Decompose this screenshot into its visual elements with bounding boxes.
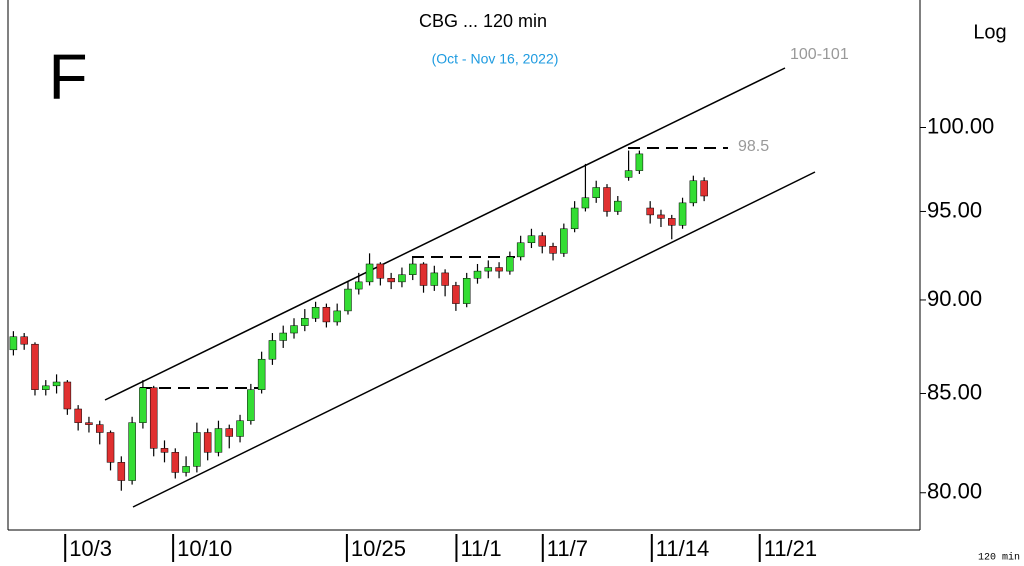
chart-title: CBG ... 120 min <box>419 11 547 31</box>
candle-body <box>203 432 212 453</box>
candle-body <box>344 288 352 312</box>
candle-body <box>247 389 255 421</box>
candle-body <box>31 343 39 390</box>
candle-body <box>560 228 568 254</box>
candle-body <box>311 306 320 319</box>
candle-body <box>462 278 471 304</box>
x-tick-label: 10/10 <box>177 536 232 561</box>
candle-body <box>236 420 244 437</box>
candle-body <box>149 387 158 449</box>
candle-body <box>322 306 331 323</box>
candle-body <box>549 246 557 254</box>
scale-label: Log <box>973 21 1006 43</box>
lower-channel-line <box>132 171 816 508</box>
candle-body <box>376 263 385 279</box>
candle-body <box>182 466 190 473</box>
candle-body <box>106 432 115 463</box>
candle-body <box>603 187 611 212</box>
candle-body <box>52 381 61 387</box>
y-tick-label: 95.00 <box>927 197 982 222</box>
y-tick-label: 80.00 <box>927 479 982 504</box>
x-tick-label: 11/14 <box>656 536 709 561</box>
panel-letter: F <box>48 41 87 113</box>
candle-body <box>408 263 417 275</box>
candle-body <box>614 200 622 212</box>
interval-label: 120 min <box>978 552 1020 564</box>
candle-body <box>333 310 341 323</box>
candle-body <box>387 278 395 283</box>
x-tick-label: 11/1 <box>460 536 501 561</box>
y-tick-label: 100.00 <box>927 113 994 138</box>
candle-body <box>139 387 147 423</box>
candle-body <box>419 263 428 286</box>
upper-channel-line <box>104 67 786 401</box>
candle-body <box>171 452 180 473</box>
candle-body <box>527 235 536 244</box>
candle-body <box>635 153 644 171</box>
candle-body <box>42 385 50 390</box>
candle-body <box>668 218 676 226</box>
candle-body <box>214 428 223 453</box>
candle-body <box>193 432 201 467</box>
candle-body <box>63 381 72 410</box>
x-tick-label: 11/21 <box>764 536 817 561</box>
candle-body <box>430 272 439 286</box>
candle-body <box>657 214 665 219</box>
candle-body <box>473 270 482 279</box>
x-tick-label: 11/7 <box>547 536 588 561</box>
candle-body <box>495 267 503 272</box>
candle-body <box>506 256 514 272</box>
candle-body <box>257 358 266 390</box>
candle-body <box>365 263 374 283</box>
annotation: 100-101 <box>790 46 849 63</box>
candle-body <box>128 422 136 481</box>
candle-body <box>689 180 698 204</box>
candle-body <box>581 197 590 209</box>
candle-body <box>301 317 309 326</box>
candle-body <box>225 428 234 437</box>
candle-body <box>268 340 277 360</box>
candle-body <box>95 424 104 433</box>
y-tick-label: 85.00 <box>927 379 982 404</box>
candle-body <box>646 207 654 216</box>
candle-body <box>9 336 18 351</box>
candle-body <box>452 285 460 304</box>
candle-body <box>570 207 579 230</box>
candle-body <box>398 274 406 283</box>
candle-body <box>538 235 546 247</box>
candle-body <box>85 422 93 425</box>
candle-body <box>624 170 633 178</box>
candle-body <box>355 281 363 290</box>
x-tick-label: 10/25 <box>351 536 406 561</box>
candle-body <box>117 462 126 481</box>
chart-subtitle: (Oct - Nov 16, 2022) <box>432 51 559 67</box>
candle-body <box>484 267 493 272</box>
candle-body <box>678 202 687 226</box>
y-tick-label: 90.00 <box>927 286 982 311</box>
candle-body <box>290 325 298 334</box>
candle-body <box>592 187 600 198</box>
candle-body <box>74 408 82 423</box>
candle-body <box>20 336 28 345</box>
candle-body <box>279 332 287 341</box>
x-tick-label: 10/3 <box>69 536 112 561</box>
candle-body <box>441 272 449 286</box>
candle-body <box>160 448 169 453</box>
annotation: 98.5 <box>738 138 769 155</box>
candle-body <box>700 180 708 197</box>
candle-body <box>516 242 525 258</box>
